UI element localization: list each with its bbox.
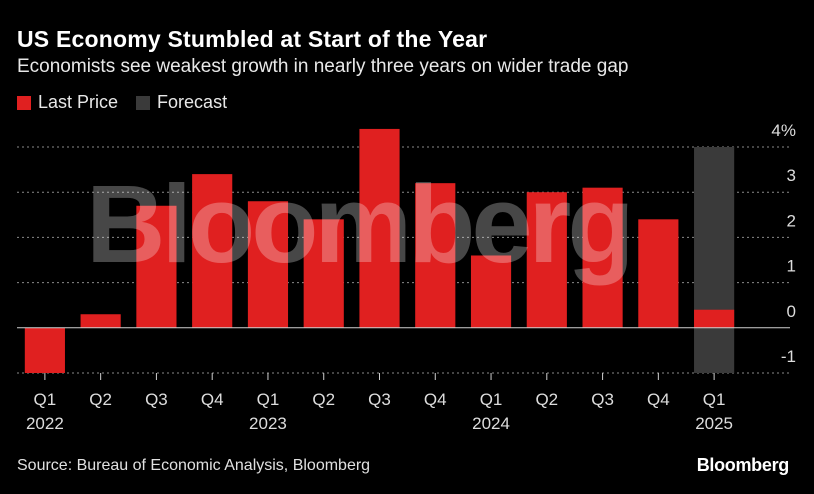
bar xyxy=(303,219,344,328)
legend: Last Price Forecast xyxy=(17,92,227,113)
y-tick-label: 0 xyxy=(787,302,796,321)
bar xyxy=(638,219,679,328)
legend-item-last-price: Last Price xyxy=(17,92,118,113)
bar xyxy=(24,327,65,373)
bar xyxy=(136,205,177,328)
x-year-label: 2022 xyxy=(26,414,64,433)
bar xyxy=(80,314,121,328)
x-tick-label: Q1 xyxy=(480,390,503,409)
y-tick-label: 1 xyxy=(787,257,796,276)
bar xyxy=(582,187,623,328)
forecast-bar xyxy=(694,147,735,373)
x-year-label: 2025 xyxy=(695,414,733,433)
x-tick-label: Q3 xyxy=(145,390,168,409)
bar xyxy=(526,192,567,328)
x-year-label: 2023 xyxy=(249,414,287,433)
legend-swatch-forecast xyxy=(136,95,151,110)
bar xyxy=(694,309,735,328)
x-year-label: 2024 xyxy=(472,414,510,433)
x-tick-label: Q1 xyxy=(703,390,726,409)
bar xyxy=(359,128,400,328)
legend-swatch-last-price xyxy=(17,95,31,110)
legend-label-last-price: Last Price xyxy=(38,92,119,112)
x-tick-label: Q3 xyxy=(591,390,614,409)
bar xyxy=(247,201,289,328)
legend-item-forecast: Forecast xyxy=(136,92,227,113)
y-tick-label: 2 xyxy=(787,211,796,230)
chart-subtitle: Economists see weakest growth in nearly … xyxy=(17,56,629,77)
legend-label-forecast: Forecast xyxy=(157,92,228,112)
x-tick-label: Q2 xyxy=(535,390,558,409)
source-note: Source: Bureau of Economic Analysis, Blo… xyxy=(17,457,371,474)
x-tick-label: Q1 xyxy=(257,390,280,409)
y-tick-label: 4% xyxy=(771,121,796,140)
brand-logo: Bloomberg xyxy=(696,455,790,475)
x-tick-label: Q4 xyxy=(201,390,224,409)
bar xyxy=(192,174,233,328)
x-tick-label: Q4 xyxy=(647,390,670,409)
y-tick-label: 3 xyxy=(787,166,796,185)
x-tick-label: Q1 xyxy=(34,390,57,409)
x-tick-label: Q3 xyxy=(368,390,391,409)
x-tick-label: Q4 xyxy=(424,390,447,409)
bar xyxy=(415,183,456,328)
y-tick-label: -1 xyxy=(781,347,796,366)
x-tick-label: Q2 xyxy=(89,390,112,409)
chart-title: US Economy Stumbled at Start of the Year xyxy=(17,26,488,52)
x-tick-label: Q2 xyxy=(312,390,335,409)
bar xyxy=(470,255,512,328)
